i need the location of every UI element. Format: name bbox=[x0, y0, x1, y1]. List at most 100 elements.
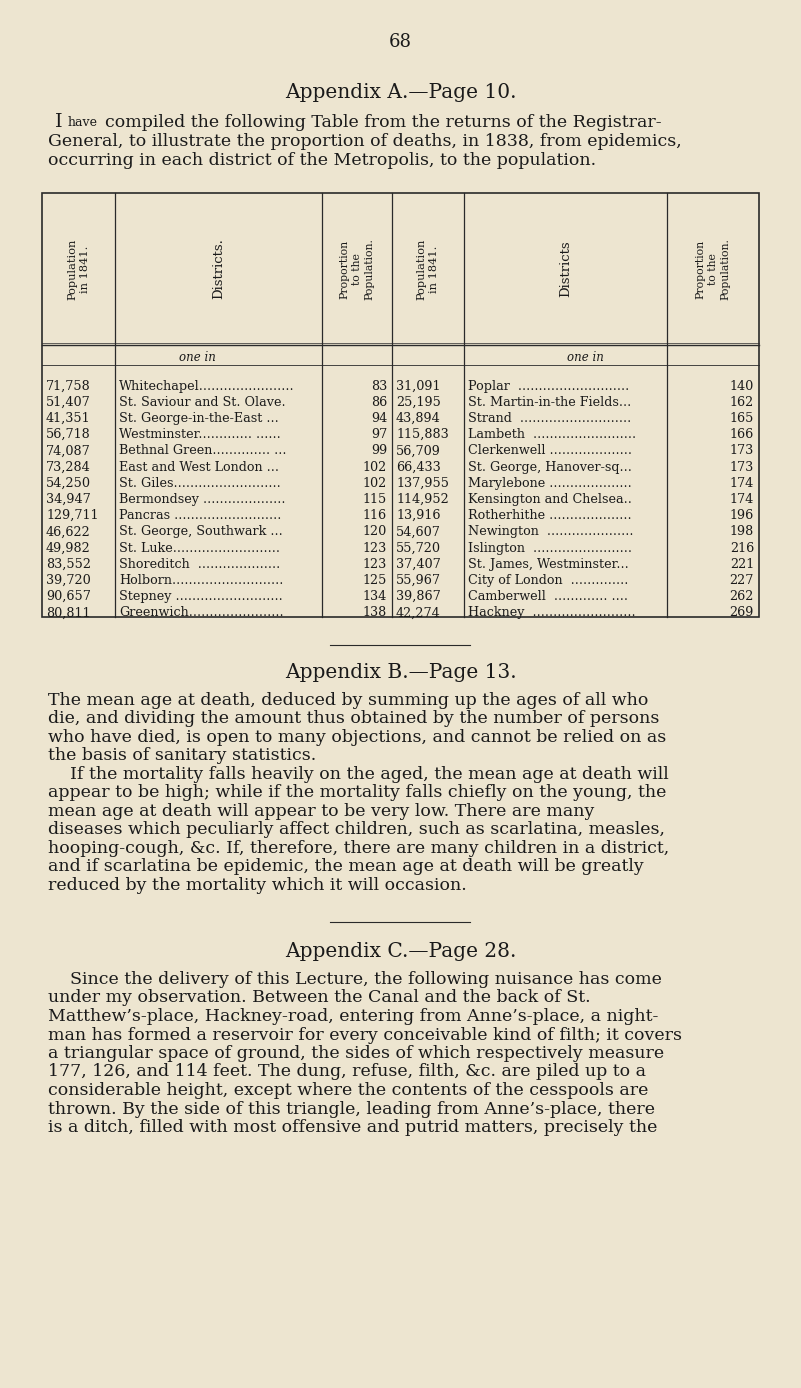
Text: man has formed a reservoir for every conceivable kind of filth; it covers: man has formed a reservoir for every con… bbox=[48, 1027, 682, 1044]
Text: considerable height, except where the contents of the cesspools are: considerable height, except where the co… bbox=[48, 1083, 648, 1099]
Text: 129,711: 129,711 bbox=[46, 509, 99, 522]
Text: City of London  ..............: City of London .............. bbox=[468, 575, 628, 587]
Text: 42,274: 42,274 bbox=[396, 607, 441, 619]
Text: 54,250: 54,250 bbox=[46, 477, 91, 490]
Text: 74,087: 74,087 bbox=[46, 444, 91, 458]
Text: 262: 262 bbox=[730, 590, 754, 604]
Text: 71,758: 71,758 bbox=[46, 379, 91, 393]
Text: St. James, Westminster...: St. James, Westminster... bbox=[468, 558, 629, 570]
Text: 123: 123 bbox=[363, 558, 387, 570]
Text: Appendix A.—Page 10.: Appendix A.—Page 10. bbox=[284, 82, 517, 101]
Text: 39,867: 39,867 bbox=[396, 590, 441, 604]
Text: and if scarlatina be epidemic, the mean age at death will be greatly: and if scarlatina be epidemic, the mean … bbox=[48, 858, 644, 874]
Text: St. Luke..........................: St. Luke.......................... bbox=[119, 541, 280, 555]
Text: who have died, is open to many objections, and cannot be relied on as: who have died, is open to many objection… bbox=[48, 729, 666, 745]
Text: 134: 134 bbox=[363, 590, 387, 604]
Text: 51,407: 51,407 bbox=[46, 396, 91, 409]
Text: 34,947: 34,947 bbox=[46, 493, 91, 507]
Text: thrown. By the side of this triangle, leading from Anne’s-place, there: thrown. By the side of this triangle, le… bbox=[48, 1101, 655, 1117]
Bar bbox=[42, 193, 759, 618]
Text: is a ditch, filled with most offensive and putrid matters, precisely the: is a ditch, filled with most offensive a… bbox=[48, 1119, 658, 1135]
Text: 102: 102 bbox=[363, 477, 387, 490]
Text: 66,433: 66,433 bbox=[396, 461, 441, 473]
Text: occurring in each district of the Metropolis, to the population.: occurring in each district of the Metrop… bbox=[48, 151, 596, 168]
Text: 41,351: 41,351 bbox=[46, 412, 91, 425]
Text: Whitechapel.......................: Whitechapel....................... bbox=[119, 379, 295, 393]
Text: Bethnal Green.............. ...: Bethnal Green.............. ... bbox=[119, 444, 287, 458]
Text: diseases which peculiarly affect children, such as scarlatina, measles,: diseases which peculiarly affect childre… bbox=[48, 820, 665, 838]
Text: Lambeth  .........................: Lambeth ......................... bbox=[468, 429, 636, 441]
Text: 177, 126, and 114 feet. The dung, refuse, filth, &c. are piled up to a: 177, 126, and 114 feet. The dung, refuse… bbox=[48, 1063, 646, 1080]
Text: 269: 269 bbox=[730, 607, 754, 619]
Text: Appendix B.—Page 13.: Appendix B.—Page 13. bbox=[284, 662, 517, 682]
Text: reduced by the mortality which it will occasion.: reduced by the mortality which it will o… bbox=[48, 876, 467, 894]
Text: Since the delivery of this Lecture, the following nuisance has come: Since the delivery of this Lecture, the … bbox=[48, 972, 662, 988]
Text: 46,622: 46,622 bbox=[46, 526, 91, 539]
Text: Population
in 1841.: Population in 1841. bbox=[417, 239, 439, 300]
Text: 94: 94 bbox=[371, 412, 387, 425]
Text: 56,709: 56,709 bbox=[396, 444, 441, 458]
Text: Bermondsey ....................: Bermondsey .................... bbox=[119, 493, 285, 507]
Text: Clerkenwell ....................: Clerkenwell .................... bbox=[468, 444, 632, 458]
Text: 174: 174 bbox=[730, 477, 754, 490]
Text: St. George, Hanover-sq...: St. George, Hanover-sq... bbox=[468, 461, 632, 473]
Text: Marylebone ....................: Marylebone .................... bbox=[468, 477, 632, 490]
Text: 55,967: 55,967 bbox=[396, 575, 441, 587]
Text: 198: 198 bbox=[730, 526, 754, 539]
Text: 123: 123 bbox=[363, 541, 387, 555]
Text: 43,894: 43,894 bbox=[396, 412, 441, 425]
Text: Greenwich.......................: Greenwich....................... bbox=[119, 607, 284, 619]
Text: 125: 125 bbox=[363, 575, 387, 587]
Text: 166: 166 bbox=[730, 429, 754, 441]
Text: Districts: Districts bbox=[559, 240, 572, 297]
Text: St. George, Southwark ...: St. George, Southwark ... bbox=[119, 526, 283, 539]
Text: 83,552: 83,552 bbox=[46, 558, 91, 570]
Text: 102: 102 bbox=[363, 461, 387, 473]
Text: Holborn...........................: Holborn........................... bbox=[119, 575, 284, 587]
Text: the basis of sanitary statistics.: the basis of sanitary statistics. bbox=[48, 747, 316, 763]
Text: 90,657: 90,657 bbox=[46, 590, 91, 604]
Text: 25,195: 25,195 bbox=[396, 396, 441, 409]
Text: 115: 115 bbox=[363, 493, 387, 507]
Text: Proportion
to the
Population.: Proportion to the Population. bbox=[695, 239, 731, 300]
Text: 56,718: 56,718 bbox=[46, 429, 91, 441]
Text: 97: 97 bbox=[371, 429, 387, 441]
Text: Population
in 1841.: Population in 1841. bbox=[67, 239, 90, 300]
Text: 173: 173 bbox=[730, 461, 754, 473]
Text: Camberwell  ............. ....: Camberwell ............. .... bbox=[468, 590, 628, 604]
Text: 173: 173 bbox=[730, 444, 754, 458]
Text: 216: 216 bbox=[730, 541, 754, 555]
Text: 73,284: 73,284 bbox=[46, 461, 91, 473]
Text: Matthew’s-place, Hackney-road, entering from Anne’s-place, a night-: Matthew’s-place, Hackney-road, entering … bbox=[48, 1008, 658, 1024]
Text: die, and dividing the amount thus obtained by the number of persons: die, and dividing the amount thus obtain… bbox=[48, 711, 659, 727]
Text: 86: 86 bbox=[371, 396, 387, 409]
Text: General, to illustrate the proportion of deaths, in 1838, from epidemics,: General, to illustrate the proportion of… bbox=[48, 132, 682, 150]
Text: compiled the following Table from the returns of the Registrar-: compiled the following Table from the re… bbox=[105, 114, 662, 130]
Text: 137,955: 137,955 bbox=[396, 477, 449, 490]
Text: 55,720: 55,720 bbox=[396, 541, 441, 555]
Text: hooping-cough, &c. If, therefore, there are many children in a district,: hooping-cough, &c. If, therefore, there … bbox=[48, 840, 670, 856]
Text: 83: 83 bbox=[371, 379, 387, 393]
Text: mean age at death will appear to be very low. There are many: mean age at death will appear to be very… bbox=[48, 802, 594, 819]
Text: 196: 196 bbox=[730, 509, 754, 522]
Text: 13,916: 13,916 bbox=[396, 509, 441, 522]
Text: Strand  ...........................: Strand ........................... bbox=[468, 412, 631, 425]
Text: 37,407: 37,407 bbox=[396, 558, 441, 570]
Text: Pancras ..........................: Pancras .......................... bbox=[119, 509, 281, 522]
Text: 165: 165 bbox=[730, 412, 754, 425]
Text: 114,952: 114,952 bbox=[396, 493, 449, 507]
Text: Islington  ........................: Islington ........................ bbox=[468, 541, 632, 555]
Text: Hackney  .........................: Hackney ......................... bbox=[468, 607, 636, 619]
Text: 115,883: 115,883 bbox=[396, 429, 449, 441]
Text: Newington  .....................: Newington ..................... bbox=[468, 526, 634, 539]
Text: 99: 99 bbox=[371, 444, 387, 458]
Text: The mean age at death, deduced by summing up the ages of all who: The mean age at death, deduced by summin… bbox=[48, 691, 648, 708]
Text: St. Saviour and St. Olave.: St. Saviour and St. Olave. bbox=[119, 396, 286, 409]
Text: Poplar  ...........................: Poplar ........................... bbox=[468, 379, 630, 393]
Text: If the mortality falls heavily on the aged, the mean age at death will: If the mortality falls heavily on the ag… bbox=[48, 766, 669, 783]
Text: Westminster............. ......: Westminster............. ...... bbox=[119, 429, 280, 441]
Text: 116: 116 bbox=[363, 509, 387, 522]
Text: have: have bbox=[68, 115, 98, 129]
Text: I: I bbox=[55, 112, 62, 130]
Text: Kensington and Chelsea..: Kensington and Chelsea.. bbox=[468, 493, 632, 507]
